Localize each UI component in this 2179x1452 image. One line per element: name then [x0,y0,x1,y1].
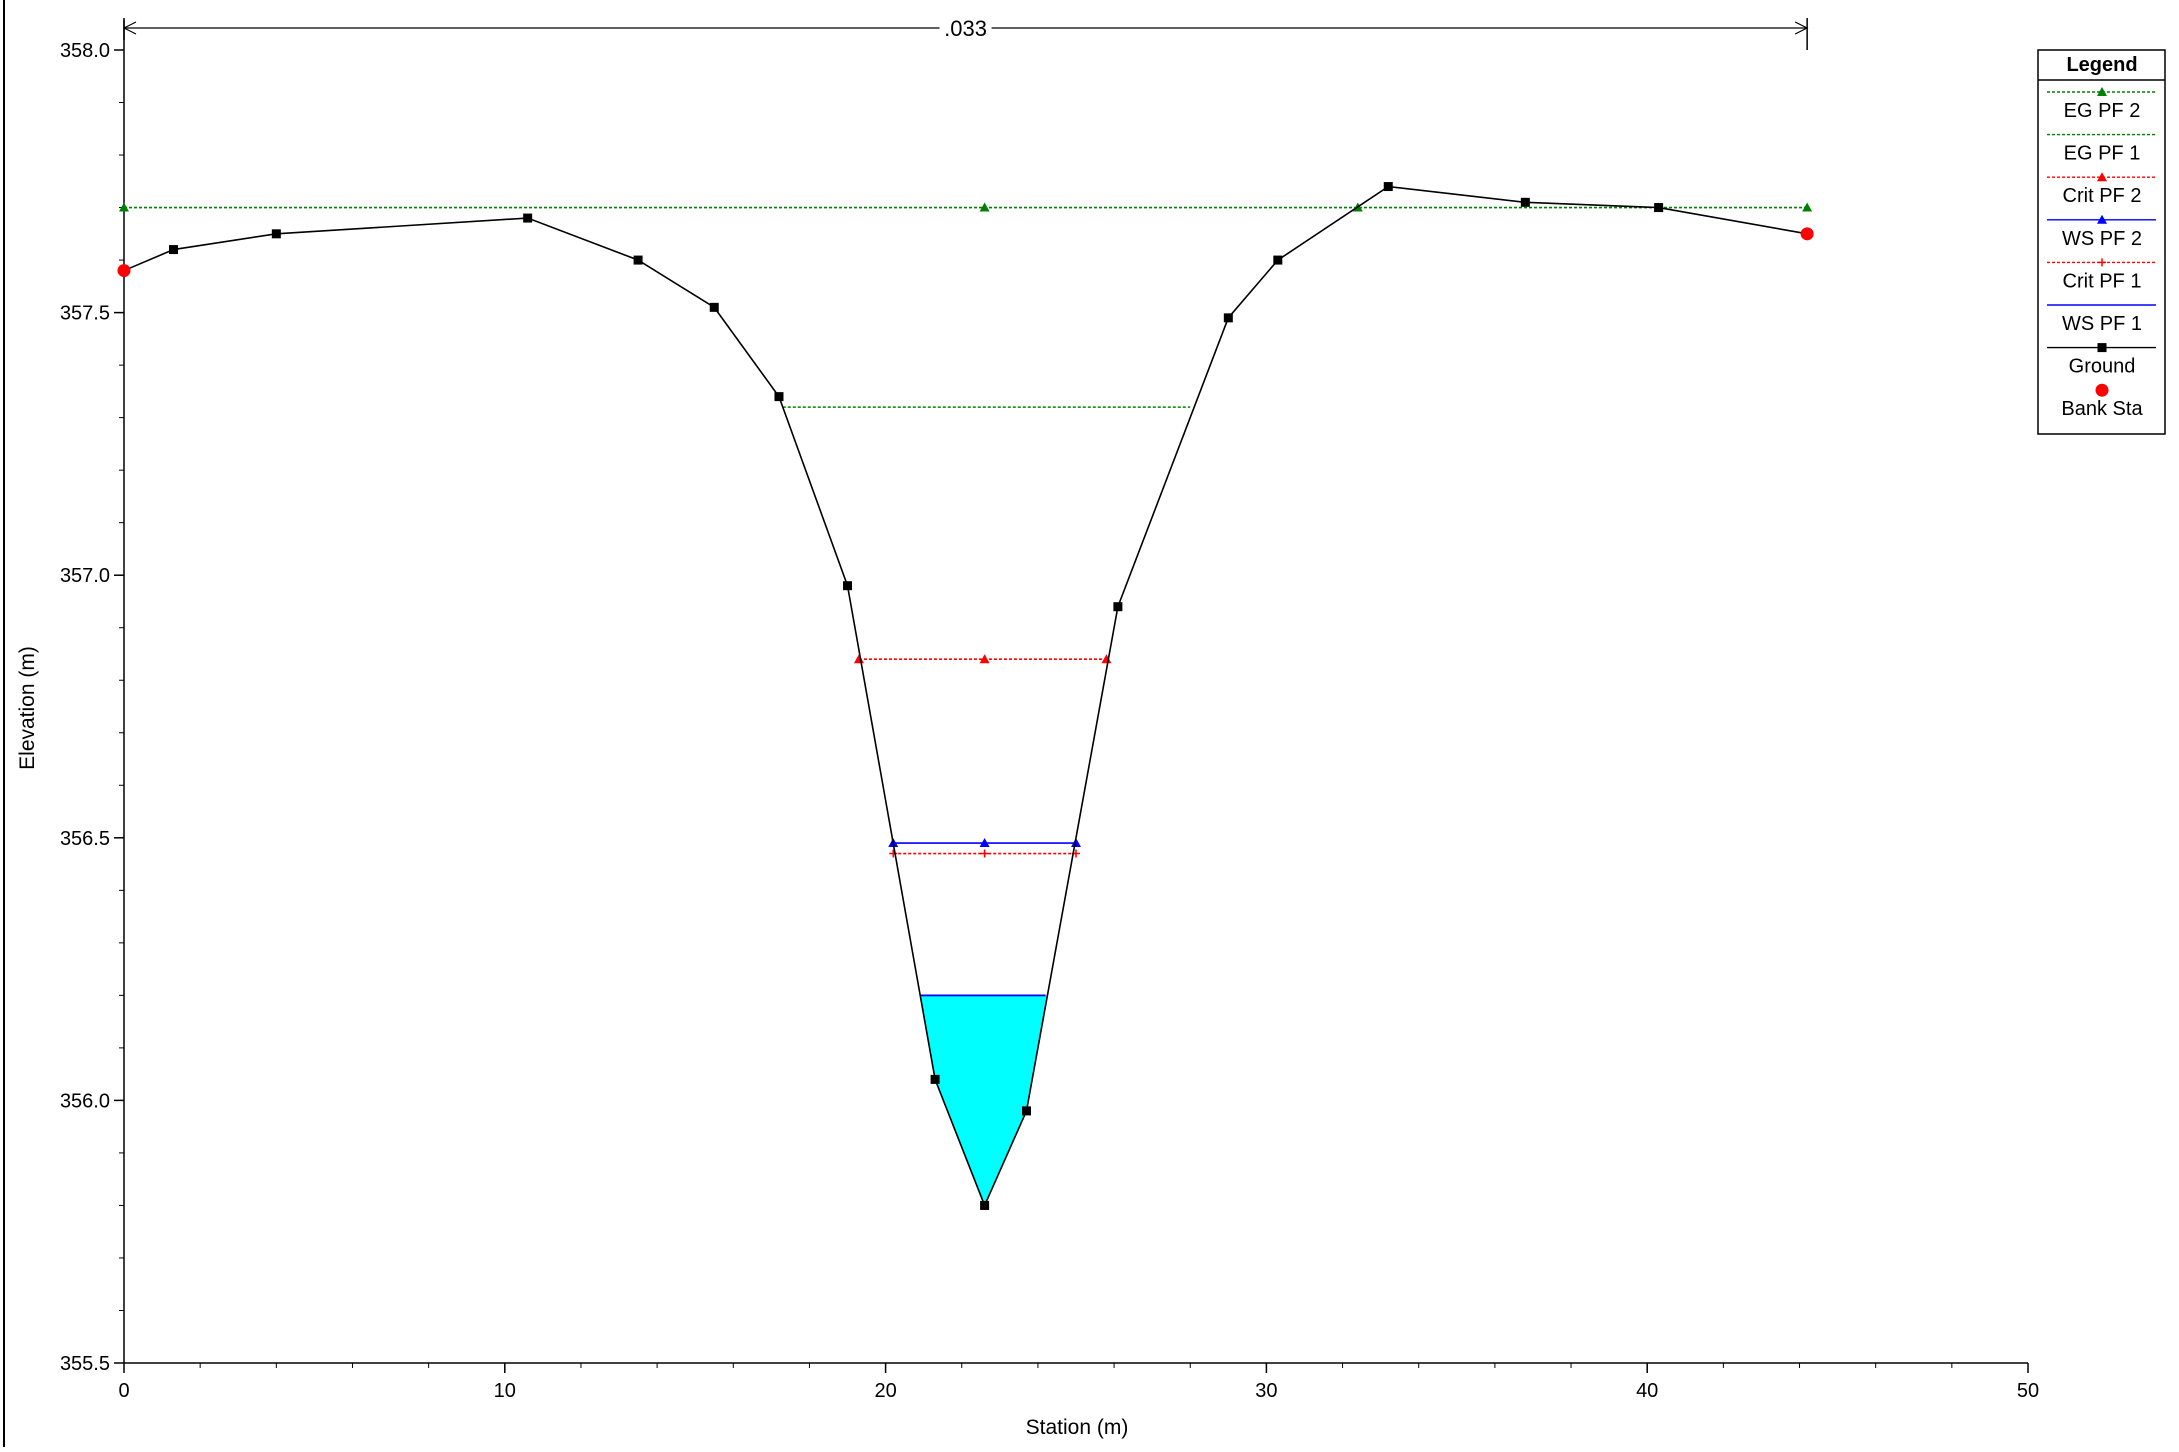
ground-point [980,1200,990,1210]
ground-line [123,185,1808,1208]
legend-swatch-marker [2097,214,2107,224]
ground-point [709,302,719,312]
legend-entry: Bank Sta [2061,383,2143,420]
bank-station-point [1800,227,1814,241]
ground-point [169,245,179,255]
legend-swatch-marker [2098,258,2106,267]
y-tick-label: 357.0 [60,565,110,587]
crit-pf2-marker [979,654,990,664]
ground-point [633,255,643,265]
ws-pf2-marker [979,838,990,848]
eg-pf2-marker [119,202,129,212]
legend-entry-label: Ground [2069,356,2136,378]
ground-point [1383,182,1393,192]
x-tick-label: 0 [118,1380,129,1402]
legend-entry-label: WS PF 1 [2062,313,2142,335]
axes: 355.5 356.0 356.5 357.0 357.5 358.0 0 10 20 30 40 5… [60,20,2039,1402]
legend-entry: Crit PF 1 [2047,258,2156,292]
ground-point [1520,197,1530,207]
legend-entry: Crit PF 2 [2047,172,2156,207]
y-tick-label: 355.5 [60,1353,110,1375]
legend-entry: Ground [2047,343,2156,378]
legend-entries: EG PF 2 EG PF 1 Crit PF 2 WS PF 2 Crit PF 1 W… [2047,87,2156,420]
legend-entry: WS PF 2 [2047,214,2156,250]
y-tick-label: 356.0 [60,1090,110,1112]
bank-station-point [117,264,131,278]
x-tick-label: 50 [2017,1380,2039,1402]
ground-point [1654,203,1664,213]
x-tick-label: 10 [494,1380,516,1402]
legend-swatch-marker [2097,172,2107,182]
legend-entry-label: Crit PF 1 [2063,270,2142,292]
ground-point [843,581,853,591]
legend-swatch-marker [2095,383,2109,397]
legend-entry: EG PF 1 [2047,133,2156,165]
legend: Legend EG PF 2 EG PF 1 Crit PF 2 WS PF 2 Cri… [2037,49,2166,435]
legend-entry-label: WS PF 2 [2062,228,2142,250]
x-tick-label: 30 [1255,1380,1277,1402]
ground-point [774,392,784,402]
manning-n-label: .033 [944,16,987,41]
eg-pf2-marker [1802,202,1813,212]
legend-title: Legend [2066,54,2137,76]
legend-entry-label: Bank Sta [2061,398,2143,420]
ground-point [271,229,281,239]
legend-entry: WS PF 1 [2047,304,2156,335]
ground-point [1113,602,1123,612]
manning-arrow-right [1794,21,1809,35]
legend-entry-label: Crit PF 2 [2063,185,2142,207]
y-tick-label: 358.0 [60,40,110,62]
legend-swatch-marker [2097,343,2107,353]
manning-arrow-left [122,21,137,35]
ground-point [523,213,533,223]
ground-point [930,1074,940,1084]
ground-point [1273,255,1283,265]
legend-entry: EG PF 2 [2047,87,2156,122]
manning-n-annotation: .033 [122,16,1809,50]
legend-swatch-marker [2097,87,2107,96]
ws-pf1-water-fill [920,995,1048,1206]
x-tick-label: 40 [1636,1380,1658,1402]
crit-pf1-marker [889,849,898,858]
crit-pf1-marker [980,849,989,858]
ws-pf2-marker [1071,838,1081,848]
ground-point [1021,1106,1031,1116]
x-tick-label: 20 [874,1380,896,1402]
x-axis-label: Station (m) [1026,1416,1129,1439]
series-layer [117,182,1814,1210]
ground-point [1223,313,1233,323]
legend-box [2037,49,2166,435]
y-tick-label: 356.5 [60,828,110,850]
crit-pf2-marker [1101,654,1112,664]
y-axis-label: Elevation (m) [16,646,39,770]
legend-entry-label: EG PF 2 [2064,100,2141,122]
legend-entry-label: EG PF 1 [2064,143,2141,165]
eg-pf2-marker [979,202,990,212]
y-tick-label: 357.5 [60,303,110,325]
